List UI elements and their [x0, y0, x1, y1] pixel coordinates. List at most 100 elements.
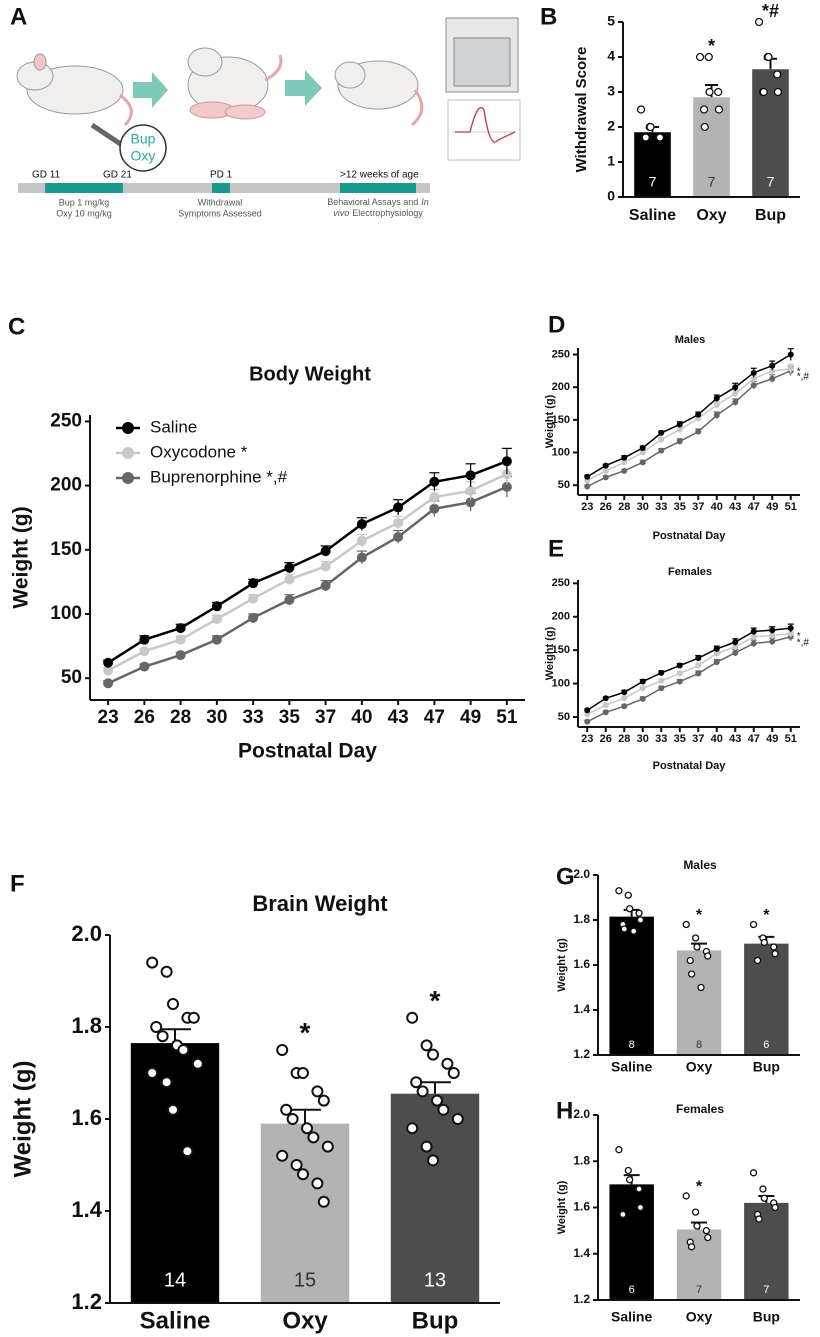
y-tick-label: 1.8	[573, 1153, 590, 1167]
data-point	[584, 707, 591, 714]
arrow	[285, 70, 322, 106]
data-point	[754, 17, 764, 27]
n-label: 7	[696, 1284, 702, 1296]
data-point	[175, 650, 186, 661]
y-tick-label: 0	[607, 188, 615, 204]
y-axis-label: Weight (g)	[10, 506, 33, 608]
data-point	[211, 601, 222, 612]
y-axis-label: Weight (g)	[544, 626, 556, 680]
apparatus-window	[453, 37, 511, 87]
x-tick-label: 28	[618, 733, 630, 745]
n-label: 6	[629, 1284, 635, 1296]
data-point	[451, 1113, 464, 1125]
data-point	[759, 1185, 767, 1193]
timeline-label: PD 1	[210, 170, 233, 181]
data-point	[429, 492, 440, 503]
timeline-period	[340, 183, 416, 193]
y-tick-label: 150	[552, 414, 570, 426]
x-tick-label: 47	[748, 733, 760, 745]
data-point	[658, 436, 665, 443]
data-point	[393, 502, 404, 513]
data-point	[750, 628, 757, 635]
data-point	[103, 665, 114, 676]
data-point	[732, 639, 739, 646]
y-tick-label: 5	[607, 13, 615, 29]
data-point	[682, 920, 690, 929]
data-point	[286, 1113, 299, 1125]
data-point	[770, 943, 778, 951]
data-point	[187, 1011, 200, 1024]
data-point	[139, 634, 150, 645]
y-tick-label: 100	[552, 446, 570, 458]
data-point	[749, 1169, 758, 1177]
series-line	[586, 636, 791, 723]
data-point	[420, 1140, 433, 1153]
data-point	[584, 483, 591, 490]
data-point	[693, 943, 701, 951]
x-tick-label: 23	[98, 707, 119, 728]
x-tick-label: 51	[496, 707, 518, 728]
data-point	[621, 695, 628, 702]
data-point	[191, 1057, 204, 1070]
timeline-period	[212, 183, 230, 193]
bar	[676, 1229, 722, 1300]
y-tick-label: 1.2	[71, 1289, 102, 1314]
data-point	[702, 1226, 711, 1235]
x-tick-label: 30	[637, 501, 649, 513]
data-point	[769, 638, 776, 645]
data-point	[714, 87, 723, 97]
x-tick-label: Oxy	[686, 1309, 713, 1325]
data-point	[695, 655, 702, 662]
rat-tail	[410, 89, 424, 127]
note: vivo	[333, 208, 349, 218]
data-point	[687, 970, 696, 978]
x-tick-label: 40	[711, 733, 723, 745]
series-line	[107, 460, 508, 664]
data-point	[621, 459, 628, 466]
y-tick-label: 200	[50, 475, 82, 496]
rat-head	[334, 61, 366, 89]
data-point	[602, 701, 609, 708]
data-point	[695, 662, 702, 669]
data-point	[695, 670, 702, 677]
data-point	[175, 623, 186, 634]
data-point	[211, 614, 222, 625]
chart-panel: F Brain Weight 14 Saline 15 * Oxy 13 * Bup 1.2 1.4 1…	[9, 870, 500, 1334]
panel-label: H	[556, 1097, 573, 1124]
n-label: 7	[708, 174, 716, 190]
x-tick-label: 23	[581, 733, 593, 745]
y-tick-label: 2	[607, 118, 615, 134]
data-point	[307, 1131, 320, 1144]
data-point	[695, 411, 702, 418]
chart-panel: C Body Weight 23 26 28 30 33 35 37 40 43 47 49 51 Post…	[8, 313, 525, 763]
y-tick-label: 4	[607, 48, 615, 64]
data-point	[584, 718, 591, 725]
data-point	[635, 1185, 643, 1193]
data-point	[676, 678, 683, 685]
note: Behavioral Assays and	[327, 197, 418, 207]
data-point	[624, 1166, 632, 1175]
timeline-label: >12 weeks of age	[340, 170, 419, 181]
rat-ear	[33, 53, 47, 71]
data-point	[427, 1154, 439, 1167]
data-point	[211, 634, 222, 645]
legend-marker	[122, 472, 134, 484]
n-label: 7	[763, 1284, 769, 1296]
note: Bup 1 mg/kg	[59, 197, 110, 207]
legend-label: Buprenorphine *,#	[150, 467, 288, 486]
data-point	[773, 70, 782, 79]
chart-title: Females	[668, 566, 712, 578]
data-point	[447, 1067, 460, 1079]
timeline-period	[45, 183, 123, 193]
y-tick-label: 2.0	[573, 1107, 590, 1121]
data-point	[602, 695, 609, 702]
x-tick-label: 33	[655, 501, 667, 513]
data-point	[713, 401, 720, 408]
data-point	[732, 643, 739, 650]
data-point	[160, 1076, 173, 1089]
x-axis-label: Postnatal Day	[653, 760, 727, 772]
y-axis-label: Weight (g)	[556, 938, 568, 992]
data-point	[429, 476, 440, 487]
data-point	[658, 447, 665, 454]
